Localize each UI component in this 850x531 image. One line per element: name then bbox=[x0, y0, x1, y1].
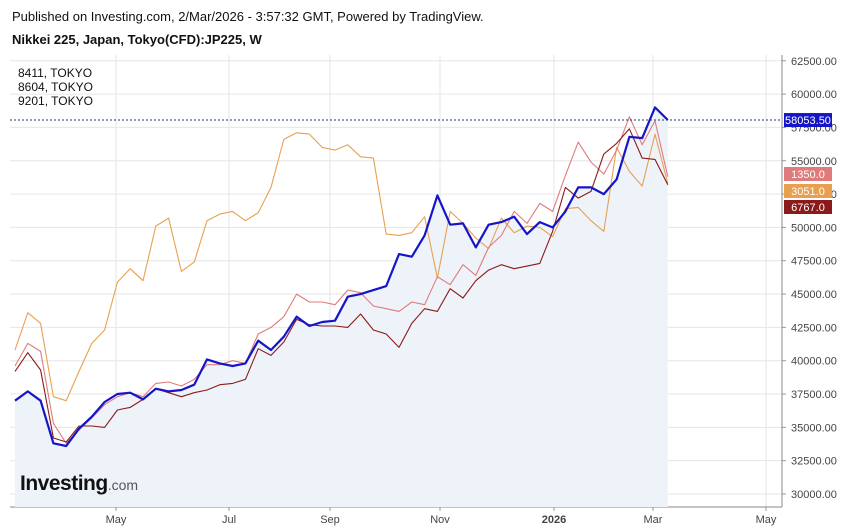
series-line-8411 bbox=[14, 116, 669, 444]
series-line-9201 bbox=[14, 132, 669, 402]
y-tick-label: 42500.00 bbox=[791, 322, 837, 334]
y-tick-label: 30000.00 bbox=[791, 489, 837, 501]
value-badge-label: 1350.0 bbox=[791, 169, 825, 181]
value-badge bbox=[784, 167, 832, 181]
x-tick-label: Sep bbox=[320, 514, 340, 526]
x-tick-label: 2026 bbox=[542, 514, 566, 526]
value-badge bbox=[784, 184, 832, 198]
series-line-8604 bbox=[14, 128, 669, 443]
nikkei-area bbox=[15, 107, 668, 508]
x-tick-label: Nov bbox=[430, 514, 450, 526]
y-tick-label: 45000.00 bbox=[791, 289, 837, 301]
chart-title: Nikkei 225, Japan, Tokyo(CFD):JP225, W bbox=[12, 32, 262, 47]
investing-logo: Investing.com bbox=[20, 472, 139, 495]
x-tick-label: Mar bbox=[644, 514, 663, 526]
legend-entry-9201: 9201, TOKYO bbox=[18, 94, 93, 108]
x-tick-label: Jul bbox=[222, 514, 236, 526]
y-tick-label: 47500.00 bbox=[791, 256, 837, 268]
y-tick-label: 35000.00 bbox=[791, 422, 837, 434]
published-note: Published on Investing.com, 2/Mar/2026 -… bbox=[12, 9, 484, 24]
x-tick-label: May bbox=[106, 514, 127, 526]
y-tick-label: 50000.00 bbox=[791, 222, 837, 234]
y-tick-label: 40000.00 bbox=[791, 356, 837, 368]
legend-entry-8411: 8411, TOKYO bbox=[18, 66, 93, 80]
legend-entry-8604: 8604, TOKYO bbox=[18, 80, 93, 94]
value-badge bbox=[784, 200, 832, 214]
x-tick-label: May bbox=[756, 514, 777, 526]
series-line-nikkei bbox=[14, 106, 669, 448]
y-tick-label: 37500.00 bbox=[791, 389, 837, 401]
value-badge bbox=[784, 113, 832, 128]
value-badge-label: 3051.0 bbox=[791, 186, 825, 198]
y-tick-label: 60000.00 bbox=[791, 89, 837, 101]
y-tick-label: 55000.00 bbox=[791, 156, 837, 168]
legend: 8411, TOKYO 8604, TOKYO 9201, TOKYO bbox=[18, 66, 93, 108]
y-tick-label: 62500.00 bbox=[791, 56, 837, 68]
value-badge-label: 6767.0 bbox=[791, 202, 825, 214]
y-tick-label: 32500.00 bbox=[791, 456, 837, 468]
value-badge-label: 58053.50 bbox=[785, 115, 831, 127]
